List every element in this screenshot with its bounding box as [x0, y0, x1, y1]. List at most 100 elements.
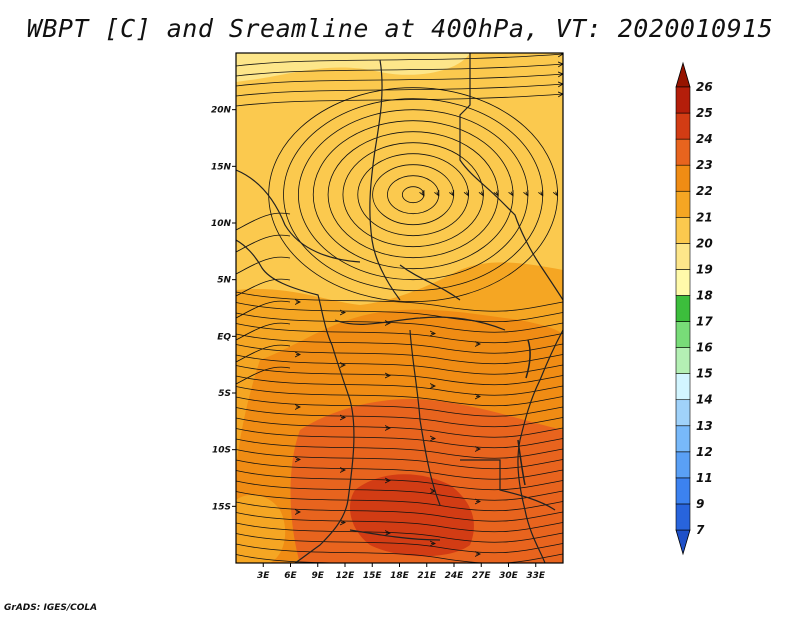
streamline [236, 344, 563, 365]
colorbar-segment [675, 164, 691, 192]
lon-tick-label: 15E [363, 571, 383, 581]
lon-tick-label: 24E [445, 571, 465, 581]
longitude-axis: 3E 6E 9E 12E 15E 18E 21E 24E 27E 30E 33E [257, 563, 546, 581]
band-21-22-southwest [236, 494, 286, 563]
coastlines-and-borders [236, 53, 563, 563]
lat-tick-label: EQ [217, 332, 231, 342]
colorbar-label: 11 [696, 471, 713, 485]
colorbar-segment [675, 373, 691, 401]
streamline [236, 256, 291, 275]
colorbar-label: 26 [696, 80, 713, 94]
lon-tick-label: 33E [526, 571, 546, 581]
band-19-20-north [236, 53, 470, 82]
lon-tick-label: 6E [284, 571, 297, 581]
lon-tick-label: 12E [336, 571, 356, 581]
streamline [236, 375, 563, 396]
colorbar-segment [675, 399, 691, 427]
colorbar-label: 24 [696, 132, 713, 146]
colorbar-label: 7 [696, 523, 705, 537]
lat-tick-label: 15N [211, 162, 232, 172]
streamline-arrow [496, 192, 498, 196]
streamline [236, 300, 291, 319]
streamline [236, 354, 563, 375]
streamline [236, 322, 291, 341]
streamline [236, 428, 563, 449]
streamlines [236, 54, 563, 563]
colorbar-segment [675, 112, 691, 140]
streamline-arrow [541, 192, 543, 196]
grads-credit: GrADS: IGES/COLA [4, 603, 98, 613]
colorbar-segment [675, 295, 691, 322]
streamline [236, 278, 291, 297]
streamline [236, 312, 563, 333]
streamline [236, 480, 563, 501]
colorbar-segment [675, 216, 691, 244]
lat-tick-label: 5S [218, 389, 231, 399]
streamline-arrow [556, 192, 558, 196]
streamline [236, 234, 291, 253]
colorbar-label: 18 [696, 288, 713, 302]
colorbar-label: 14 [696, 393, 713, 407]
streamline [236, 512, 563, 533]
streamline-arrow [452, 192, 454, 196]
colorbar-segment [675, 503, 691, 531]
streamline [236, 54, 563, 67]
streamline [236, 323, 563, 344]
streamline-arrow [422, 192, 424, 196]
colorbar-segment [675, 425, 691, 453]
colorbar-segment [675, 190, 691, 218]
streamline [236, 74, 563, 87]
streamline-arrow [526, 192, 528, 196]
colorbar-segment [675, 321, 691, 348]
streamline [236, 396, 563, 417]
band-24-25-south [350, 474, 474, 557]
streamline [236, 491, 563, 512]
streamline [236, 501, 563, 522]
streamline [236, 366, 291, 385]
colorbar-label: 25 [696, 106, 713, 120]
colorbar-label: 12 [696, 445, 713, 459]
colorbar-label: 20 [696, 236, 713, 250]
streamline-arrow [481, 192, 483, 196]
colorbar-label: 13 [696, 419, 713, 433]
colorbar-segment [675, 477, 691, 505]
latitude-axis: 20N 15N 10N 5N EQ 5S 10S 15S [211, 106, 236, 512]
streamline [236, 344, 291, 363]
lon-tick-label: 30E [499, 571, 519, 581]
lat-tick-label: 10N [211, 219, 232, 229]
streamline-arrow [437, 192, 439, 196]
colorbar-label: 23 [696, 158, 713, 172]
colorbar-extend-max [675, 61, 691, 88]
colorbar-segment [675, 269, 691, 296]
lon-tick-label: 3E [257, 571, 270, 581]
lon-tick-label: 18E [390, 571, 410, 581]
streamline [236, 365, 563, 386]
streamline [236, 84, 563, 97]
colorbar-segment [675, 347, 691, 374]
colorbar: 7 9 11 12 13 14 15 16 17 18 19 20 21 22 23 24 25 26 [675, 61, 713, 556]
colorbar-label: 15 [696, 367, 713, 381]
lon-tick-label: 21E [417, 571, 437, 581]
colorbar-label: 17 [696, 315, 713, 329]
lat-tick-label: 10S [212, 446, 231, 456]
colorbar-extend-min [675, 529, 691, 556]
streamline [236, 417, 563, 438]
colorbar-label: 21 [696, 210, 713, 224]
lat-tick-label: 20N [211, 106, 232, 116]
map-title: WBPT [C] and Sreamline at 400hPa, VT: 20… [26, 14, 774, 43]
lon-tick-label: 9E [312, 571, 325, 581]
streamline-arrow [466, 192, 468, 196]
streamline [236, 212, 291, 231]
colorbar-label: 19 [696, 262, 713, 276]
streamline [236, 522, 563, 543]
streamline [236, 333, 563, 354]
streamline [236, 543, 563, 563]
streamline [236, 386, 563, 407]
lat-tick-label: 5N [217, 276, 231, 286]
colorbar-label: 22 [696, 184, 713, 198]
colorbar-segment [675, 138, 691, 166]
colorbar-segment [675, 86, 691, 114]
streamline [236, 533, 563, 554]
streamline [236, 291, 563, 312]
streamline [236, 302, 563, 323]
